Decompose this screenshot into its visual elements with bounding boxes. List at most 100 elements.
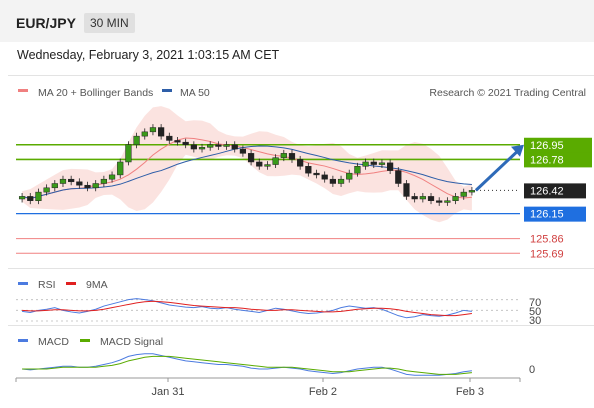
candle [444,197,451,206]
candle [174,137,181,146]
candle [108,171,116,183]
legend-swatch-ma20 [18,89,28,92]
legend-ma50-label: MA 50 [180,87,210,99]
candle [18,192,26,203]
candle [436,197,443,206]
macd-signal-line [22,355,472,375]
candle [288,149,296,163]
pivot-label: 126.15 [530,209,564,221]
candle [27,192,34,205]
bollinger-band [22,106,472,223]
candle [354,162,361,177]
candle [166,132,173,144]
candle [280,149,287,162]
candle [141,128,148,140]
candle [362,158,369,170]
time-tick-label: Feb 3 [456,386,484,398]
candle [247,149,255,166]
candle [403,180,410,200]
macd-lines [22,353,472,376]
legend-swatch-macd-signal [80,339,90,342]
macd-line [22,353,472,376]
time-tick-label: Jan 31 [151,386,184,398]
candle [133,132,140,149]
legend-rsi-label: RSI [38,279,56,291]
candle [239,145,247,157]
legend-macd-label: MACD [38,336,69,348]
candle [215,141,222,150]
rsi-tick-50: 50 [529,306,541,318]
resistance-1-label: 126.78 [530,154,564,166]
candle [149,124,157,136]
candles [18,124,476,206]
last-price-tag [524,183,586,199]
candle [207,141,214,151]
candle [231,141,238,153]
resistance-1-tag [524,152,592,168]
rsi-panel: RSI 9MA 70 50 30 [8,268,594,326]
candle [329,175,336,187]
candle [84,181,91,192]
support-2-label: 125.69 [530,248,564,260]
candle [182,138,189,149]
candle [427,192,435,205]
candle [59,175,67,187]
candle [313,169,320,179]
candle [468,186,476,196]
candle [387,159,394,175]
level-labels: 126.95 126.78 126.42 126.15 125.86 125.69 [474,137,592,260]
legend-ma20-label: MA 20 + Bollinger Bands [38,87,153,99]
research-credit: Research © 2021 Trading Central [429,87,586,99]
macd-tick-0: 0 [529,364,535,376]
price-panel: MA 20 + Bollinger Bands MA 50 Research ©… [8,75,594,269]
candle [346,169,353,183]
forecast-arrow-shaft [474,149,520,192]
candle [378,159,386,168]
candle [190,141,197,153]
candle [460,188,467,200]
candle [264,161,271,170]
bollinger-band-area [22,106,472,223]
candle [68,175,75,186]
candle [223,141,230,150]
currency-pair-title: EUR/JPY [16,15,76,31]
forecast-arrow-head [511,144,524,157]
candle [370,158,377,168]
support-1-label: 125.86 [530,234,564,246]
candle [125,141,132,166]
time-axis-ticks: Jan 31 Feb 2 Feb 3 [15,378,521,398]
candle [117,158,124,179]
level-lines [16,143,520,254]
candle [92,180,99,192]
candle [395,167,402,187]
rsi-9ma-line [22,300,472,317]
chart-datetime: Wednesday, February 3, 2021 1:03:15 AM C… [17,48,280,62]
candle [76,178,83,189]
candle [198,143,206,153]
macd-chart: MACD MACD Signal 0 Jan 31 Feb 2 Feb 3 [15,336,535,398]
candle [297,155,304,170]
candle [419,192,426,203]
candle [43,184,50,196]
legend-swatch-9ma [66,282,76,285]
timeframe-badge[interactable]: 30 MIN [84,13,135,33]
candle [452,192,459,205]
rsi-lines [16,298,520,322]
candle [35,188,42,205]
rsi-tick-70: 70 [529,297,541,309]
pivot-tag [524,206,586,222]
macd-panel: MACD MACD Signal 0 Jan 31 Feb 2 Feb 3 [8,325,594,408]
candle [256,158,263,170]
chart-header: EUR/JPY 30 MIN [0,0,594,42]
time-tick-label: Feb 2 [309,386,337,398]
legend-macd-signal-label: MACD Signal [100,336,163,348]
candle [337,175,345,187]
legend-9ma-label: 9MA [86,279,108,291]
candle [51,180,58,192]
legend-swatch-rsi [18,282,28,285]
candle [305,162,312,177]
candle [100,175,107,187]
candle [272,154,279,168]
legend-swatch-macd [18,339,28,342]
resistance-2-tag [524,137,592,153]
